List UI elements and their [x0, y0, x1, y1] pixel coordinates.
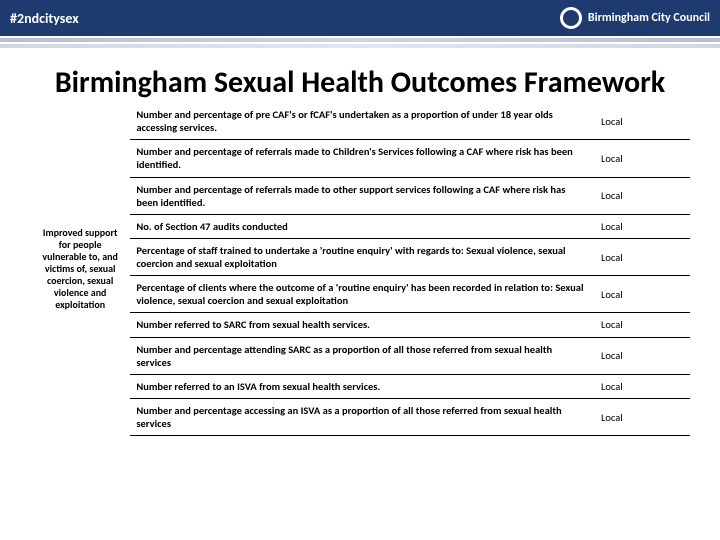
framework-table: Improved support for people vulnerable t…: [30, 103, 690, 436]
council-logo: Birmingham City Council: [560, 7, 710, 29]
level-cell: Local: [595, 276, 690, 313]
level-cell: Local: [595, 103, 690, 140]
level-cell: Local: [595, 313, 690, 337]
indicator-cell: Percentage of staff trained to undertake…: [130, 238, 595, 275]
page-title: Birmingham Sexual Health Outcomes Framew…: [0, 58, 720, 103]
level-cell: Local: [595, 398, 690, 435]
indicator-cell: Number referred to an ISVA from sexual h…: [130, 374, 595, 398]
level-cell: Local: [595, 238, 690, 275]
indicator-cell: No. of Section 47 audits conducted: [130, 214, 595, 238]
indicator-cell: Number and percentage attending SARC as …: [130, 337, 595, 374]
header-bar: #2ndcitysex Birmingham City Council: [0, 0, 720, 36]
table-container: Improved support for people vulnerable t…: [0, 103, 720, 436]
level-cell: Local: [595, 140, 690, 177]
indicator-cell: Percentage of clients where the outcome …: [130, 276, 595, 313]
level-cell: Local: [595, 337, 690, 374]
logo-icon: [560, 7, 582, 29]
logo-text: Birmingham City Council: [588, 11, 710, 25]
indicator-cell: Number and percentage accessing an ISVA …: [130, 398, 595, 435]
indicator-cell: Number and percentage of referrals made …: [130, 177, 595, 214]
level-cell: Local: [595, 374, 690, 398]
hashtag-label: #2ndcitysex: [10, 10, 79, 27]
indicator-cell: Number and percentage of referrals made …: [130, 140, 595, 177]
indicator-cell: Number referred to SARC from sexual heal…: [130, 313, 595, 337]
level-cell: Local: [595, 214, 690, 238]
table-row: Improved support for people vulnerable t…: [30, 103, 690, 140]
level-cell: Local: [595, 177, 690, 214]
category-cell: Improved support for people vulnerable t…: [30, 103, 130, 436]
ribbon-decoration: [0, 36, 720, 58]
indicator-cell: Number and percentage of pre CAF's or fC…: [130, 103, 595, 140]
